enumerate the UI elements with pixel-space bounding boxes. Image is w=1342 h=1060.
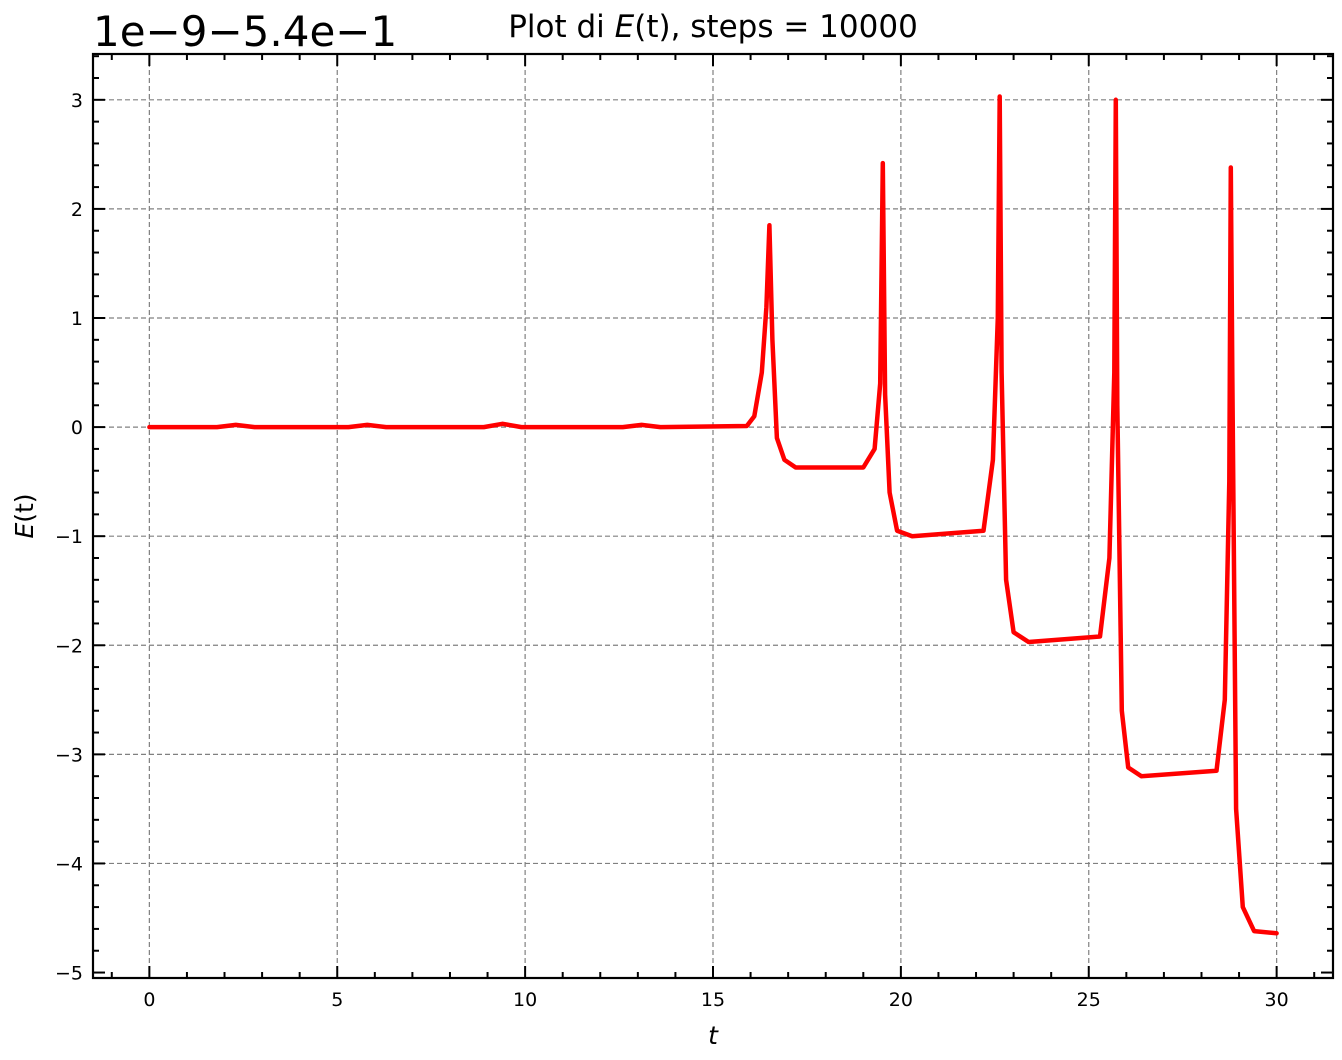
y-tick-label: −4 <box>55 853 83 875</box>
x-tick-label: 0 <box>143 989 155 1011</box>
y-tick-label: −3 <box>55 744 83 766</box>
y-tick-labels: 3 2 1 0 −1 −2 −3 −4 −5 <box>55 90 83 985</box>
y-tick-label: 1 <box>71 308 83 330</box>
axis-offset-label: 1e−9−5.4e−1 <box>93 7 397 56</box>
x-tick-label: 15 <box>701 989 725 1011</box>
y-tick-label: −2 <box>55 635 83 657</box>
chart-title-suffix: , steps = 10000 <box>671 9 918 45</box>
y-axis-label-paren: (t) <box>10 493 39 522</box>
x-tick-label: 25 <box>1077 989 1101 1011</box>
chart-title-paren: (t) <box>634 9 670 45</box>
x-tick-labels: 0 5 10 15 20 25 30 <box>143 989 1288 1011</box>
y-axis-label-var: E <box>10 523 39 539</box>
x-tick-label: 30 <box>1265 989 1289 1011</box>
y-axis-label: E(t) <box>10 493 39 538</box>
x-tick-label: 20 <box>889 989 913 1011</box>
y-tick-label: −5 <box>55 963 83 985</box>
y-tick-label: 2 <box>71 199 83 221</box>
chart-title: Plot di E(t), steps = 10000 <box>508 9 918 45</box>
y-tick-label: 0 <box>71 417 83 439</box>
major-ticks <box>93 54 1333 978</box>
grid <box>93 54 1333 978</box>
y-tick-label: 3 <box>71 90 83 112</box>
x-tick-label: 5 <box>331 989 343 1011</box>
x-axis-label: t <box>708 1021 719 1050</box>
y-tick-label: −1 <box>55 526 83 548</box>
x-tick-label: 10 <box>513 989 537 1011</box>
plot-frame <box>91 52 1335 980</box>
chart-title-var: E <box>615 9 635 45</box>
series-line-e-of-t <box>147 94 1279 936</box>
chart-title-prefix: Plot di <box>508 9 614 45</box>
